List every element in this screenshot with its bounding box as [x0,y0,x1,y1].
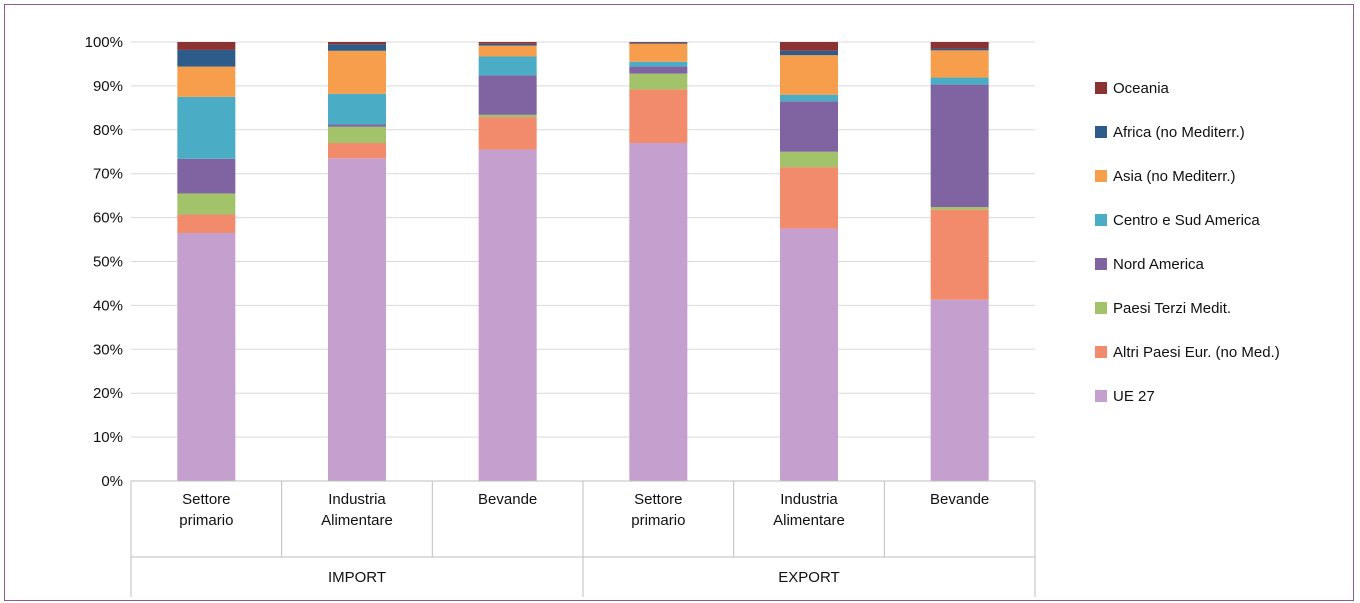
legend-swatch [1095,346,1107,358]
bar-segment [629,42,688,43]
category-label: Settore [634,491,682,508]
legend-label: Asia (no Mediterr.) [1113,168,1236,185]
bar-segment [328,142,386,159]
bar-segment [328,50,386,94]
category-label: primario [631,512,685,529]
bar-segment [177,193,236,215]
bar-segment [478,56,537,76]
bar-segment [177,42,236,50]
legend-label: Oceania [1113,80,1170,97]
y-tick-label: 10% [93,429,123,446]
bar-segment [478,43,537,46]
legend-label: Centro e Sud America [1113,212,1260,229]
y-tick-label: 30% [93,341,123,358]
category-label: primario [179,512,233,529]
bar-segment [328,44,386,51]
bar-segment [780,55,838,95]
bar-segment [780,101,838,152]
category-label: Bevande [930,491,989,508]
bar-segment [629,89,688,143]
bar-segment [478,149,537,481]
y-axis-tick-labels: 0% 10% 20% 30% 40% 50% 60% 70% 80% 90% 100% [85,34,123,490]
bar-segment [930,48,989,51]
bar-segment [328,158,386,481]
bar-segment [629,43,688,62]
bar-segment [930,209,989,300]
bars [177,42,989,481]
bar-segment [177,232,236,481]
category-label: Settore [182,491,230,508]
bar-segment [478,114,537,118]
bar-segment [177,96,236,159]
legend-swatch [1095,170,1107,182]
bar-segment [629,42,688,44]
category-label: Alimentare [773,512,845,529]
y-tick-label: 90% [93,78,123,95]
bar-segment [930,42,989,49]
bar-segment [478,75,537,115]
y-tick-label: 20% [93,385,123,402]
legend-swatch [1095,302,1107,314]
y-tick-label: 0% [101,473,123,490]
legend-label: Africa (no Mediterr.) [1113,124,1245,141]
category-label: Industria [328,491,386,508]
legend-swatch [1095,390,1107,402]
legend-label: Paesi Terzi Medit. [1113,300,1231,317]
y-tick-label: 60% [93,210,123,227]
bar-segment [629,66,688,74]
bar-segment [780,42,838,51]
legend-swatch [1095,126,1107,138]
y-tick-label: 80% [93,122,123,139]
category-label: Alimentare [321,512,393,529]
bar-segment [328,93,386,125]
legend-label: UE 27 [1113,388,1155,405]
bar-segment [780,151,838,168]
bar-segment [177,158,236,194]
bar-segment [780,50,838,56]
y-tick-label: 100% [85,34,123,51]
bar-segment [629,61,688,67]
legend-label: Nord America [1113,256,1205,273]
bar-segment [629,73,688,90]
chart-frame: 0% 10% 20% 30% 40% 50% 60% 70% 80% 90% 100% Settor… [4,4,1354,601]
bar-segment [478,45,537,57]
bar-segment [780,228,838,481]
group-label: IMPORT [328,569,386,586]
legend-swatch [1095,82,1107,94]
bar-segment [780,94,838,102]
bar-segment [930,207,989,210]
legend: Oceania Africa (no Mediterr.) Asia (no Med… [1095,80,1280,405]
bar-segment [177,49,236,67]
bar-segment [780,167,838,229]
y-tick-label: 40% [93,297,123,314]
bar-segment [177,214,236,233]
legend-swatch [1095,214,1107,226]
gridlines [131,41,1035,438]
bar-segment [930,84,989,208]
bar-segment [328,124,386,127]
bar-segment [478,117,537,150]
bar-segment [177,66,236,97]
bar-segment [478,42,537,44]
stacked-bar-chart: 0% 10% 20% 30% 40% 50% 60% 70% 80% 90% 100% Settor… [85,34,1280,597]
bar-segment [629,142,688,481]
bar-segment [328,42,386,45]
bar-segment [930,50,989,78]
y-tick-label: 50% [93,254,123,271]
x-axis: Settore primario Industria Alimentare Bevand… [130,480,1036,597]
bar-segment [930,299,989,481]
category-label: Bevande [478,491,537,508]
y-tick-label: 70% [93,166,123,183]
bar-segment [930,77,989,85]
bar-segment [328,126,386,143]
legend-swatch [1095,258,1107,270]
legend-label: Altri Paesi Eur. (no Med.) [1113,344,1280,361]
category-label: Industria [780,491,838,508]
group-label: EXPORT [778,569,839,586]
